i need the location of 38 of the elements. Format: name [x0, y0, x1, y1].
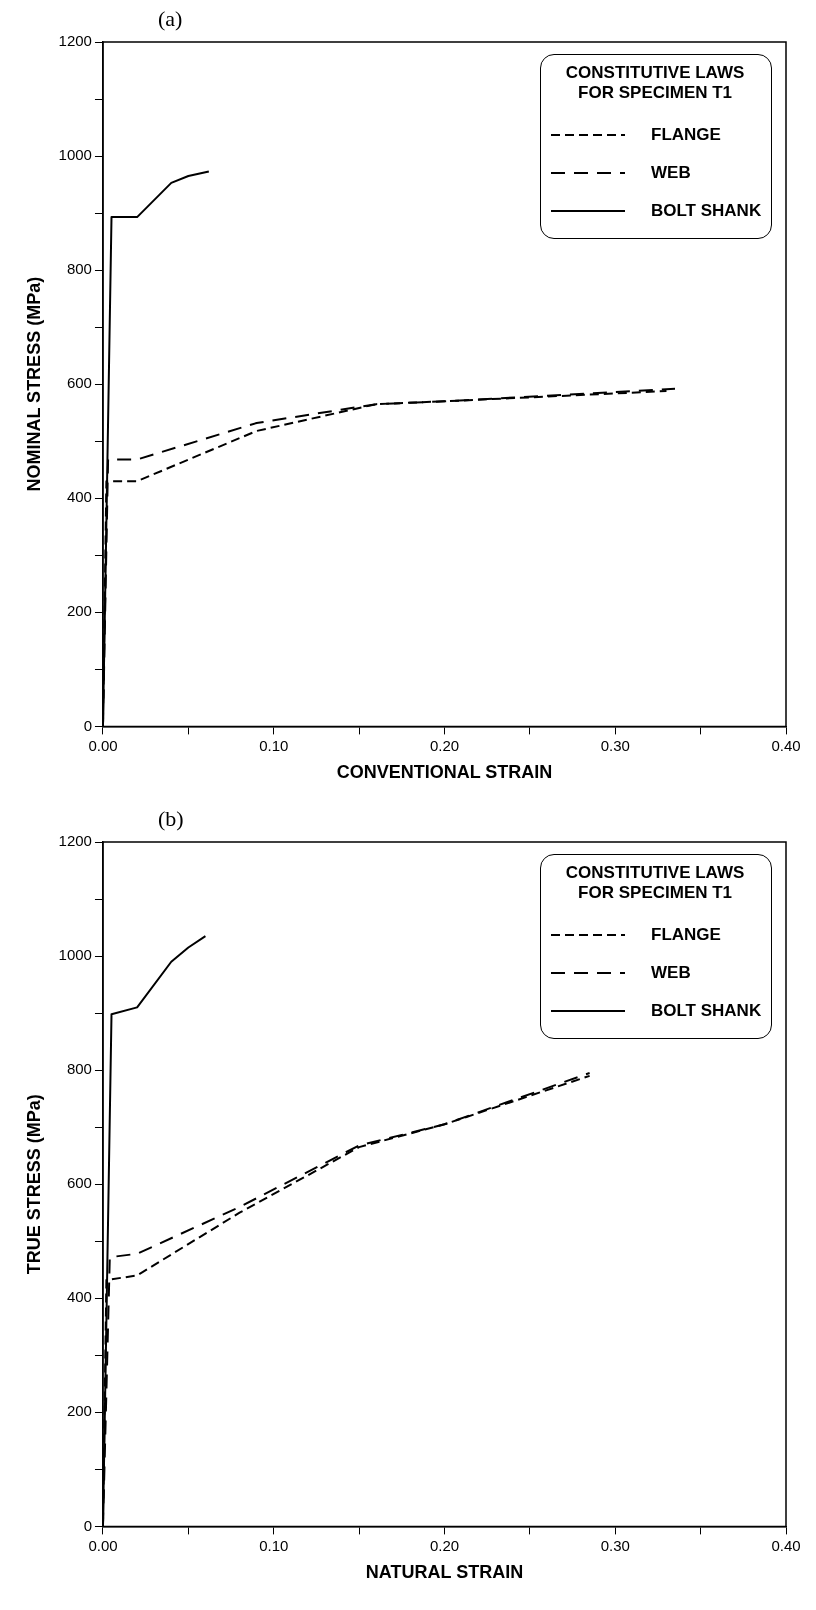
- chart-title: (b): [158, 806, 184, 832]
- x-axis-title: CONVENTIONAL STRAIN: [336, 762, 553, 783]
- y-axis-title: NOMINAL STRESS (MPa): [23, 276, 44, 492]
- x-tick-label: 0.20: [429, 736, 460, 754]
- y-axis-title: TRUE STRESS (MPa): [23, 1094, 44, 1275]
- y-tick-label: 800: [66, 260, 92, 278]
- y-tick-label: 1200: [58, 832, 92, 850]
- legend-label: FLANGE: [651, 124, 721, 145]
- x-axis-title: NATURAL STRAIN: [365, 1562, 524, 1583]
- chart-title: (a): [158, 6, 183, 32]
- legend-title: CONSTITUTIVE LAWS FOR SPECIMEN T1: [564, 863, 746, 904]
- x-tick-label: 0.00: [88, 1536, 118, 1554]
- legend-label: WEB: [651, 162, 691, 183]
- x-tick-label: 0.10: [259, 736, 289, 754]
- x-tick-label: 0.00: [88, 736, 118, 754]
- legend-label: FLANGE: [651, 924, 721, 945]
- y-tick-label: 1200: [58, 32, 92, 50]
- y-tick-label: 400: [66, 1288, 92, 1306]
- x-tick-label: 0.40: [771, 736, 801, 754]
- legend-label: BOLT SHANK: [651, 1000, 762, 1021]
- y-tick-label: 800: [66, 1060, 92, 1078]
- y-tick-label: 0: [83, 1516, 92, 1534]
- y-tick-label: 600: [66, 1174, 92, 1192]
- y-tick-label: 600: [66, 374, 92, 392]
- y-tick-label: 200: [66, 1402, 92, 1420]
- x-tick-label: 0.40: [771, 1536, 801, 1554]
- y-tick-label: 1000: [58, 146, 92, 164]
- legend-label: WEB: [651, 962, 691, 983]
- y-tick-label: 400: [66, 488, 92, 506]
- x-tick-label: 0.30: [600, 736, 630, 754]
- legend-label: BOLT SHANK: [651, 200, 762, 221]
- y-tick-label: 200: [66, 602, 92, 620]
- y-tick-label: 1000: [58, 946, 92, 964]
- x-tick-label: 0.10: [259, 1536, 289, 1554]
- y-tick-label: 0: [83, 716, 92, 734]
- legend-title: CONSTITUTIVE LAWS FOR SPECIMEN T1: [564, 63, 746, 104]
- x-tick-label: 0.20: [429, 1536, 460, 1554]
- x-tick-label: 0.30: [600, 1536, 630, 1554]
